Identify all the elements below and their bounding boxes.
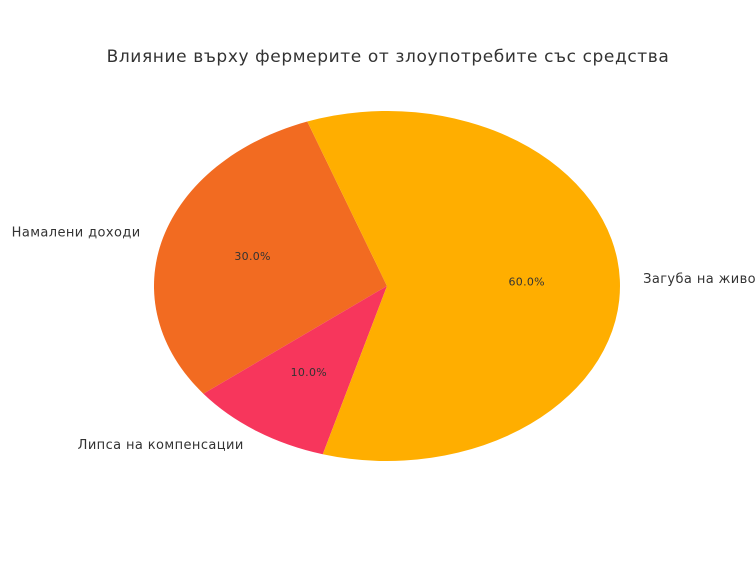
slice-pct-label-2: 60.0% (508, 275, 544, 288)
pie-slice-0 (153, 121, 387, 394)
slice-label-1: Липса на компенсации (78, 438, 244, 453)
pie-slice-1 (203, 286, 387, 455)
slice-label-0: Намалени доходи (12, 225, 141, 240)
pie-labels: Намалени доходи 30.0% Липса на компенсации… (12, 225, 756, 453)
slice-pct-label-1: 10.0% (291, 366, 327, 379)
pie-slices (153, 110, 620, 461)
chart-title: Влияние върху фермерите от злоупотребите… (107, 47, 670, 67)
slice-pct-label-0: 30.0% (234, 250, 270, 263)
pie-slice-2 (307, 110, 620, 461)
slice-label-2: Загуба на животни (643, 272, 756, 287)
